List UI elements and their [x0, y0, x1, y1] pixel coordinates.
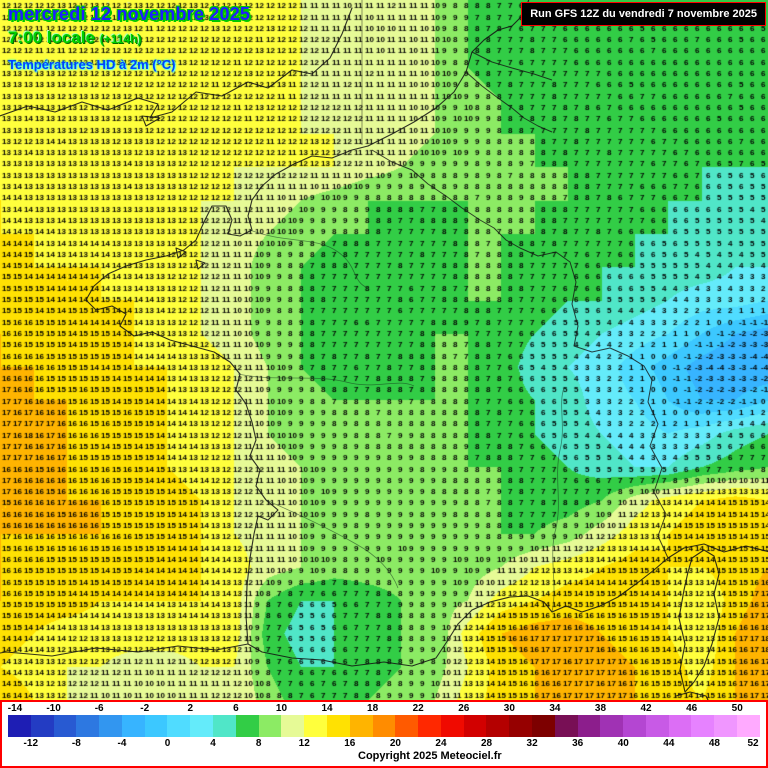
forecast-offset-label: (+114h) [99, 31, 142, 46]
date-label: mercredi 12 novembre 2025 [8, 4, 251, 24]
legend-color-segment [121, 715, 145, 737]
legend-color-segment [714, 715, 737, 737]
legend-label-bottom: 28 [480, 738, 493, 749]
legend-label-top: 26 [458, 703, 470, 714]
legend-color-segment [691, 715, 715, 737]
time-line: 7:00 locale (+114h) [8, 28, 250, 48]
parameter-label: Températures HD à 2m (°C) [8, 57, 176, 73]
legend-label-bottom: 48 [708, 738, 720, 749]
legend-color-segment [645, 715, 669, 737]
legend-label-top: 50 [731, 703, 743, 714]
legend-color-segment [99, 715, 122, 737]
legend-label-bottom: -4 [117, 738, 127, 749]
temperature-legend: -14 -10 -6 -2 2 6 10 14 18 22 26 30 34 38 42 46 50 -12 -8… [0, 700, 768, 768]
legend-color-segment [326, 715, 350, 737]
legend-color-segment [258, 715, 282, 737]
legend-label-top: 34 [549, 703, 561, 714]
legend-label-bottom: 20 [389, 738, 401, 749]
legend-label-bottom: 4 [210, 738, 216, 749]
legend-label-bottom: 0 [164, 738, 171, 749]
legend-label-top: 18 [367, 703, 379, 714]
legend-label-bottom: 24 [435, 738, 447, 749]
temperature-field-canvas [0, 0, 768, 700]
legend-label-bottom: 12 [298, 738, 310, 749]
legend-label-top: -2 [140, 703, 150, 714]
legend-label-bottom: 36 [572, 738, 584, 749]
legend-color-segment [304, 715, 327, 737]
legend-label-bottom: 52 [747, 738, 759, 749]
legend-color-segment [737, 715, 760, 737]
legend-color-segment [463, 715, 487, 737]
legend-color-segment [8, 715, 31, 737]
legend-label-bottom: 40 [617, 738, 629, 749]
legend-label-top: 46 [686, 703, 698, 714]
legend-color-segment [281, 715, 305, 737]
legend-color-segment [167, 715, 191, 737]
legend-color-segment [349, 715, 373, 737]
legend-label-top: 2 [187, 703, 194, 714]
legend-color-segment [30, 715, 54, 737]
run-info-box: Run GFS 12Z du vendredi 7 novembre 2025 [521, 2, 766, 26]
legend-label-top: 30 [503, 703, 515, 714]
legend-color-segment [53, 715, 77, 737]
legend-label-top: 42 [640, 703, 652, 714]
legend-color-segment [486, 715, 510, 737]
legend-label-top: 22 [412, 703, 424, 714]
legend-label-top: 6 [233, 703, 239, 714]
run-info-label: Run GFS 12Z du vendredi 7 novembre 2025 [530, 8, 757, 20]
legend-color-segment [531, 715, 555, 737]
legend-color-segment [554, 715, 578, 737]
legend-color-bar [8, 715, 760, 737]
legend-color-segment [235, 715, 259, 737]
legend-color-segment [372, 715, 396, 737]
legend-label-top: -6 [94, 703, 104, 714]
copyright-label: Copyright 2025 Meteociel.fr [358, 750, 502, 762]
legend-label-top: 10 [275, 703, 288, 714]
legend-label-bottom: 44 [663, 738, 675, 749]
legend-color-segment [395, 715, 419, 737]
legend-label-bottom: -8 [71, 738, 81, 749]
legend-color-segment [668, 715, 692, 737]
legend-color-segment [76, 715, 100, 737]
legend-label-top: -10 [46, 703, 61, 714]
legend-label-top: 38 [594, 703, 607, 714]
legend-label-bottom: -12 [23, 738, 39, 749]
legend-color-segment [418, 715, 441, 737]
legend-label-bottom: 8 [255, 738, 262, 749]
legend-color-segment [190, 715, 214, 737]
legend-label-bottom: 16 [344, 738, 356, 749]
map-header: mercredi 12 novembre 2025 7:00 locale (+… [8, 4, 250, 73]
legend-color-segment [440, 715, 464, 737]
legend-label-top: -14 [7, 703, 23, 714]
legend-color-segment [144, 715, 168, 737]
legend-color-segment [623, 715, 646, 737]
legend-color-segment [577, 715, 601, 737]
legend-label-top: 14 [321, 703, 333, 714]
legend-color-segment [213, 715, 236, 737]
legend-color-segment [509, 715, 532, 737]
legend-label-bottom: 32 [526, 738, 538, 749]
legend-color-segment [600, 715, 624, 737]
time-label: 7:00 locale [8, 27, 95, 47]
